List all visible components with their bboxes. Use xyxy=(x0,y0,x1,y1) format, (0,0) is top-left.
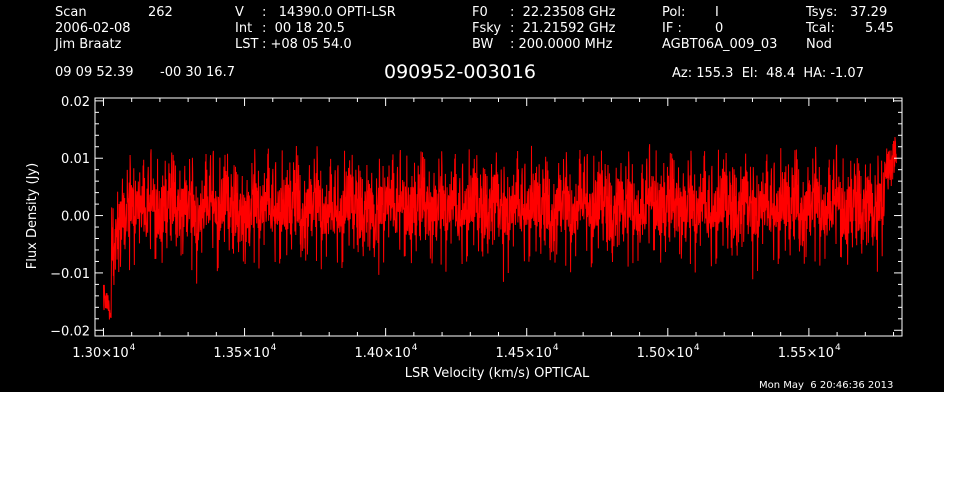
project-id: AGBT06A_009_03 xyxy=(662,37,778,52)
y-tick-label: −0.01 xyxy=(50,267,90,282)
x-tick-exponent: 4 xyxy=(412,343,418,353)
y-tick-label: 0.01 xyxy=(61,152,90,167)
f0-label: F0 xyxy=(472,5,488,20)
scan-label: Scan xyxy=(55,5,87,20)
fsky-value: : 21.21592 GHz xyxy=(510,21,616,36)
lst-value: : +08 05 54.0 xyxy=(262,37,352,52)
bandwidth-value: : 200.0000 MHz xyxy=(510,37,613,52)
int-time-value: : 00 18 20.5 xyxy=(262,21,345,36)
y-tick-label: 0.02 xyxy=(61,95,90,110)
x-tick-exponent: 4 xyxy=(271,343,277,353)
x-tick-exponent: 4 xyxy=(694,343,700,353)
lst-label: LST xyxy=(235,37,259,52)
spectrum-chart: 1.30×10 4 1.35×10 4 1.40×10 4 1.45×10 4 1.50×10 4… xyxy=(25,95,903,381)
x-tick-label: 1.40×10 xyxy=(354,346,410,361)
az-el-ha: Az: 155.3 El: 48.4 HA: -1.07 xyxy=(672,66,864,81)
source-name: 090952-003016 xyxy=(384,61,536,83)
if-label: IF : xyxy=(662,21,682,36)
if-value: 0 xyxy=(715,21,724,36)
x-tick-label: 1.55×10 xyxy=(778,346,834,361)
velocity-value: : 14390.0 OPTI-LSR xyxy=(262,5,396,20)
x-tick-exponent: 4 xyxy=(130,343,136,353)
y-tick-label: −0.02 xyxy=(50,324,90,339)
obs-date: 2006-02-08 xyxy=(55,21,131,36)
fsky-label: Fsky xyxy=(472,21,502,36)
tcal-value: 5.45 xyxy=(865,21,894,36)
y-axis-label: Flux Density (Jy) xyxy=(25,163,40,269)
pol-value: I xyxy=(715,5,719,20)
y-tick-label: 0.00 xyxy=(61,210,90,225)
scan-value: 262 xyxy=(148,5,173,20)
labels-layer: LSR Velocity (km/s) OPTICAL Flux Density… xyxy=(25,163,590,381)
x-tick-exponent: 4 xyxy=(835,343,841,353)
plot-panel: Scan 262 2006-02-08 Jim Braatz 09 09 52.… xyxy=(0,0,944,392)
x-tick-exponent: 4 xyxy=(553,343,559,353)
f0-value: : 22.23508 GHz xyxy=(510,5,616,20)
pol-label: Pol: xyxy=(662,5,686,20)
bandwidth-label: BW xyxy=(472,37,494,52)
tsys-label: Tsys: xyxy=(806,5,838,20)
dec-coordinate: -00 30 16.7 xyxy=(160,65,235,80)
axes-layer: 1.30×10 4 1.35×10 4 1.40×10 4 1.45×10 4 1.50×10 4… xyxy=(50,95,903,361)
observer-name: Jim Braatz xyxy=(55,37,122,52)
int-time-label: Int xyxy=(235,21,253,36)
velocity-label: V xyxy=(235,5,244,20)
x-tick-label: 1.45×10 xyxy=(496,346,552,361)
ra-coordinate: 09 09 52.39 xyxy=(55,65,134,80)
tsys-value: 37.29 xyxy=(850,5,888,20)
x-axis-label: LSR Velocity (km/s) OPTICAL xyxy=(405,366,590,381)
x-tick-label: 1.35×10 xyxy=(213,346,269,361)
trace-layer xyxy=(102,136,897,320)
spectrum-trace xyxy=(102,136,897,320)
x-tick-label: 1.30×10 xyxy=(72,346,128,361)
procedure-name: Nod xyxy=(806,37,832,52)
timestamp: Mon May 6 20:46:36 2013 xyxy=(759,380,894,391)
tcal-label: Tcal: xyxy=(806,21,835,36)
x-tick-label: 1.50×10 xyxy=(637,346,693,361)
